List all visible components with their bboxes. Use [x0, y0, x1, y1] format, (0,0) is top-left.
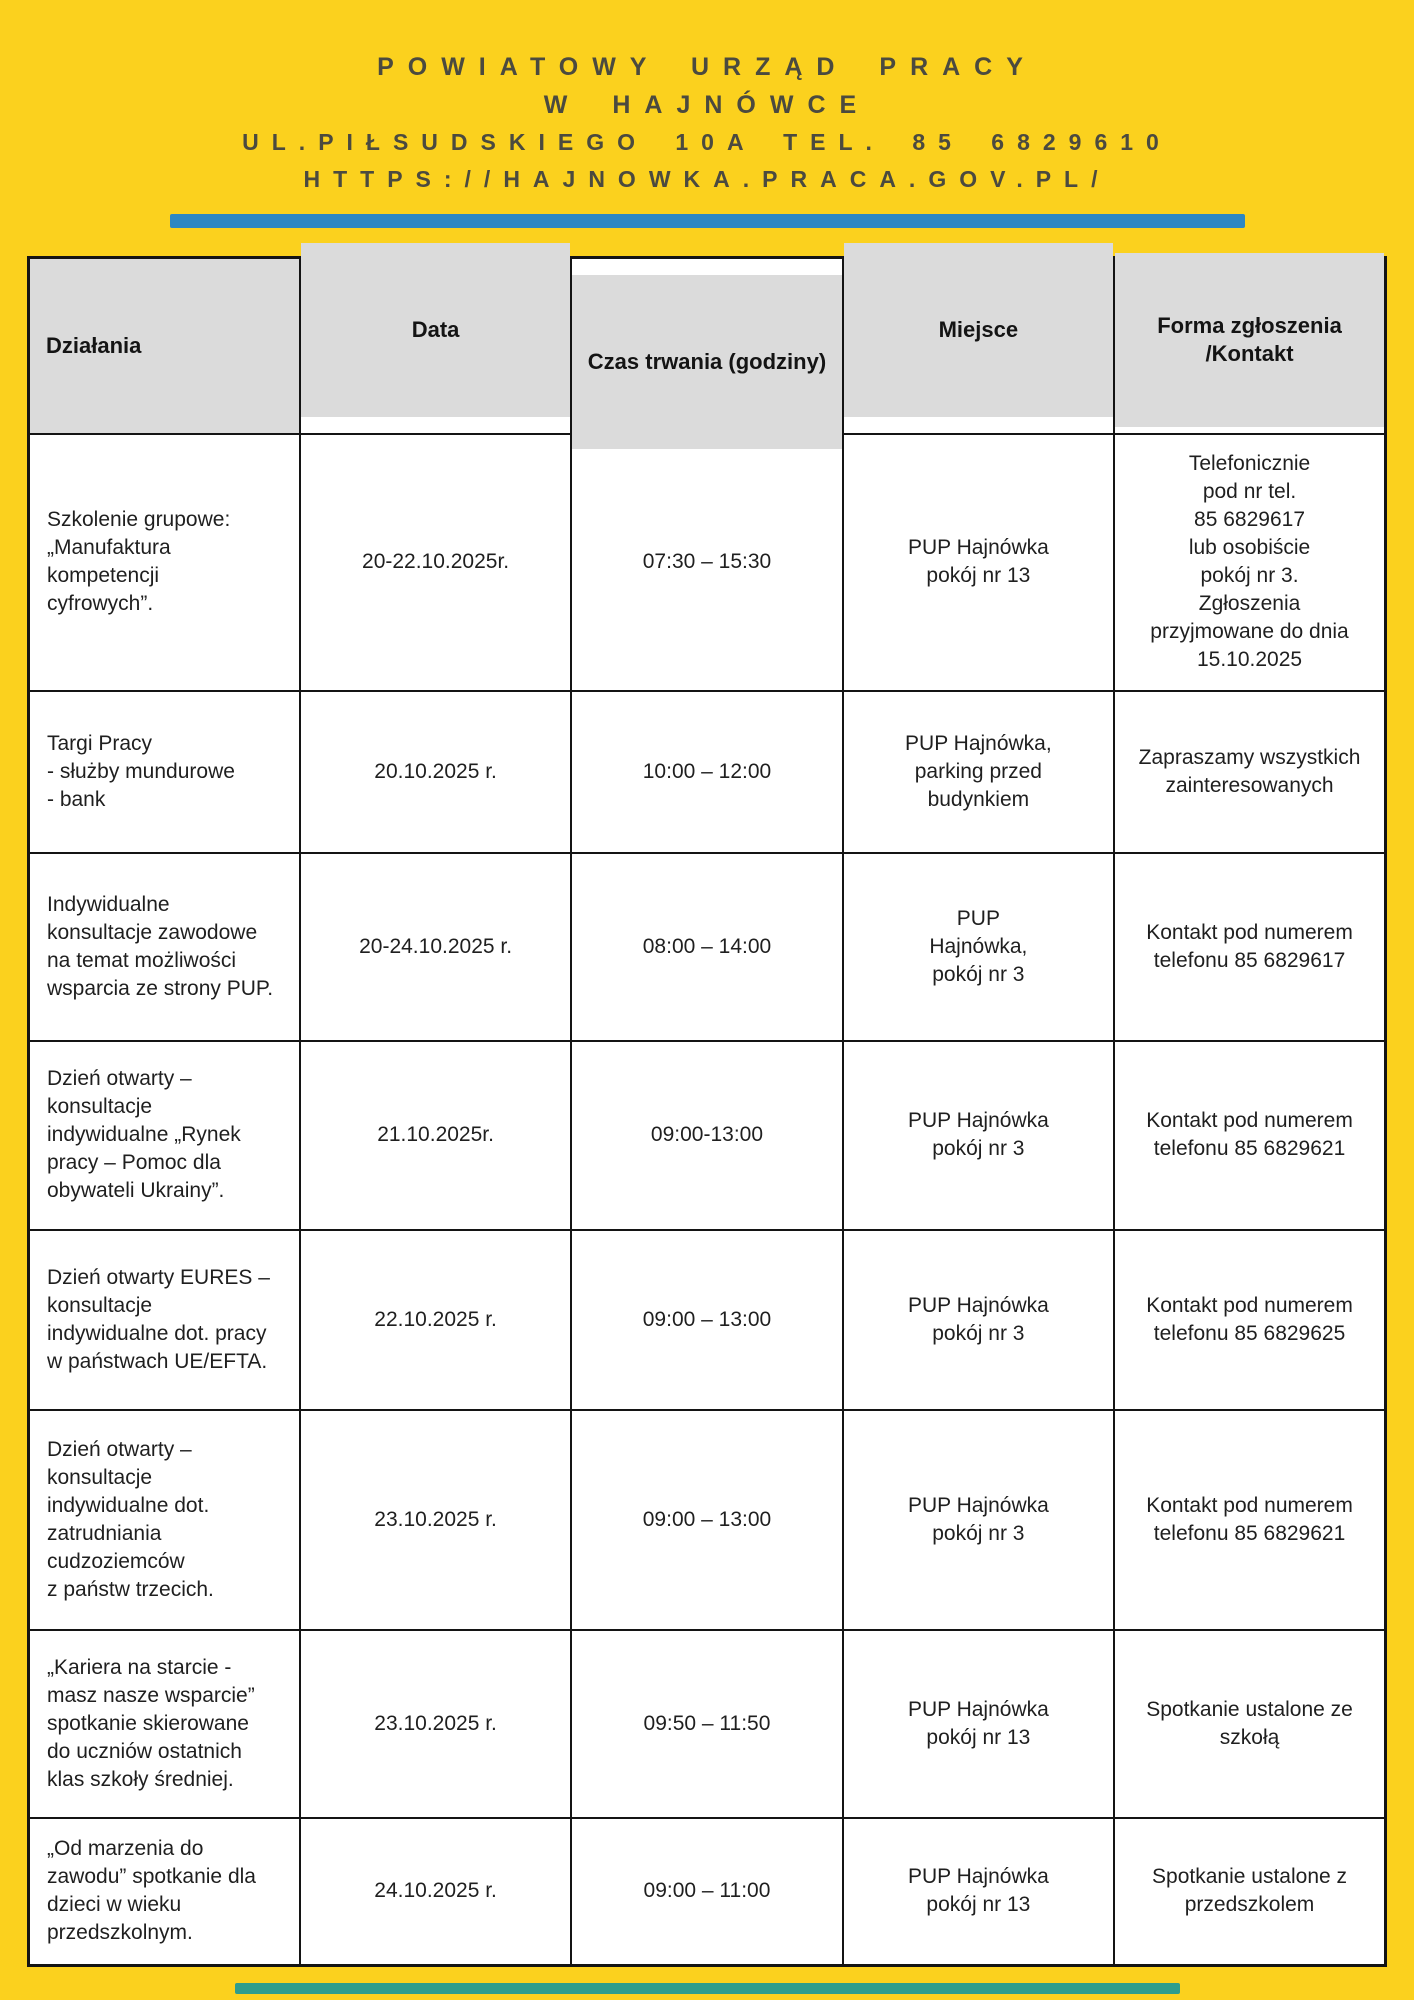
cell-data: 24.10.2025 r.: [298, 1816, 573, 1967]
cell-czas: 10:00 – 12:00: [570, 689, 844, 854]
cell-forma: Zapraszamy wszystkich zainteresowanych: [1113, 689, 1387, 854]
address-phone-line: UL.PIŁSUDSKIEGO 10A TEL. 85 6829610: [242, 129, 1172, 155]
cell-czas: 09:00 – 11:00: [570, 1816, 844, 1967]
cell-data: 20.10.2025 r.: [298, 689, 573, 854]
cell-dzialania: Targi Pracy - służby mundurowe - bank: [27, 689, 301, 854]
cell-data: 22.10.2025 r.: [298, 1228, 573, 1411]
cell-dzialania: Dzień otwarty – konsultacje indywidualne…: [27, 1408, 301, 1631]
cell-czas: 09:00 – 13:00: [570, 1228, 844, 1411]
page-header: POWIATOWY URZĄD PRACY W HAJNÓWCE UL.PIŁS…: [0, 0, 1414, 198]
org-name-line-1: POWIATOWY URZĄD PRACY: [377, 53, 1037, 81]
cell-miejsce: PUP Hajnówka pokój nr 13: [841, 1816, 1116, 1967]
table-row: Szkolenie grupowe: „Manufaktura kompeten…: [27, 432, 1387, 692]
col-header-forma-zgloszenia: Forma zgłoszenia /Kontakt: [1113, 250, 1387, 429]
col-header-czas-trwania: Czas trwania (godziny): [570, 272, 844, 451]
table-row: Dzień otwarty – konsultacje indywidualne…: [27, 1408, 1387, 1631]
cell-dzialania: Dzień otwarty EURES – konsultacje indywi…: [27, 1228, 301, 1411]
cell-czas: 09:50 – 11:50: [570, 1628, 844, 1819]
cell-dzialania: „Od marzenia do zawodu” spotkanie dla dz…: [27, 1816, 301, 1967]
table-row: Dzień otwarty EURES – konsultacje indywi…: [27, 1228, 1387, 1411]
table-row: „Kariera na starcie - masz nasze wsparci…: [27, 1628, 1387, 1819]
cell-dzialania: Szkolenie grupowe: „Manufaktura kompeten…: [27, 432, 301, 692]
cell-forma: Telefonicznie pod nr tel. 85 6829617 lub…: [1113, 432, 1387, 692]
cell-data: 20-24.10.2025 r.: [298, 851, 573, 1042]
cell-dzialania: Indywidualne konsultacje zawodowe na tem…: [27, 851, 301, 1042]
cell-miejsce: PUP Hajnówka, pokój nr 3: [841, 851, 1116, 1042]
cell-forma: Kontakt pod numerem telefonu 85 6829625: [1113, 1228, 1387, 1411]
table-header-row: Działania Data Czas trwania (godziny) Mi…: [27, 240, 1387, 451]
header-divider-bar: [169, 214, 1245, 228]
cell-czas: 09:00-13:00: [570, 1039, 844, 1231]
cell-dzialania: Dzień otwarty – konsultacje indywidualne…: [27, 1039, 301, 1231]
cell-forma: Kontakt pod numerem telefonu 85 6829621: [1113, 1039, 1387, 1231]
table-row: Dzień otwarty – konsultacje indywidualne…: [27, 1039, 1387, 1231]
cell-miejsce: PUP Hajnówka pokój nr 13: [841, 432, 1116, 692]
cell-data: 20-22.10.2025r.: [298, 432, 573, 692]
col-header-data: Data: [298, 240, 573, 419]
cell-czas: 09:00 – 13:00: [570, 1408, 844, 1631]
cell-miejsce: PUP Hajnówka pokój nr 3: [841, 1228, 1116, 1411]
cell-forma: Kontakt pod numerem telefonu 85 6829621: [1113, 1408, 1387, 1631]
cell-forma: Spotkanie ustalone ze szkołą: [1113, 1628, 1387, 1819]
cell-miejsce: PUP Hajnówka pokój nr 13: [841, 1628, 1116, 1819]
cell-data: 23.10.2025 r.: [298, 1628, 573, 1819]
cell-forma: Kontakt pod numerem telefonu 85 6829617: [1113, 851, 1387, 1042]
website-line: HTTPS://HAJNOWKA.PRACA.GOV.PL/: [303, 166, 1111, 192]
cell-czas: 08:00 – 14:00: [570, 851, 844, 1042]
cell-forma: Spotkanie ustalone z przedszkolem: [1113, 1816, 1387, 1967]
org-name-line-2: W HAJNÓWCE: [543, 91, 871, 119]
cell-dzialania: „Kariera na starcie - masz nasze wsparci…: [27, 1628, 301, 1819]
cell-data: 21.10.2025r.: [298, 1039, 573, 1231]
col-header-miejsce: Miejsce: [841, 240, 1116, 419]
table-row: Targi Pracy - służby mundurowe - bank 20…: [27, 689, 1387, 854]
cell-miejsce: PUP Hajnówka, parking przed budynkiem: [841, 689, 1116, 854]
cell-miejsce: PUP Hajnówka pokój nr 3: [841, 1039, 1116, 1231]
cell-data: 23.10.2025 r.: [298, 1408, 573, 1631]
events-table: Działania Data Czas trwania (godziny) Mi…: [27, 240, 1387, 1967]
cell-czas: 07:30 – 15:30: [570, 432, 844, 692]
table-row: „Od marzenia do zawodu” spotkanie dla dz…: [27, 1816, 1387, 1967]
table-row: Indywidualne konsultacje zawodowe na tem…: [27, 851, 1387, 1042]
cell-miejsce: PUP Hajnówka pokój nr 3: [841, 1408, 1116, 1631]
footer-divider-bar: [234, 1983, 1180, 1994]
col-header-dzialania: Działania: [27, 256, 301, 435]
